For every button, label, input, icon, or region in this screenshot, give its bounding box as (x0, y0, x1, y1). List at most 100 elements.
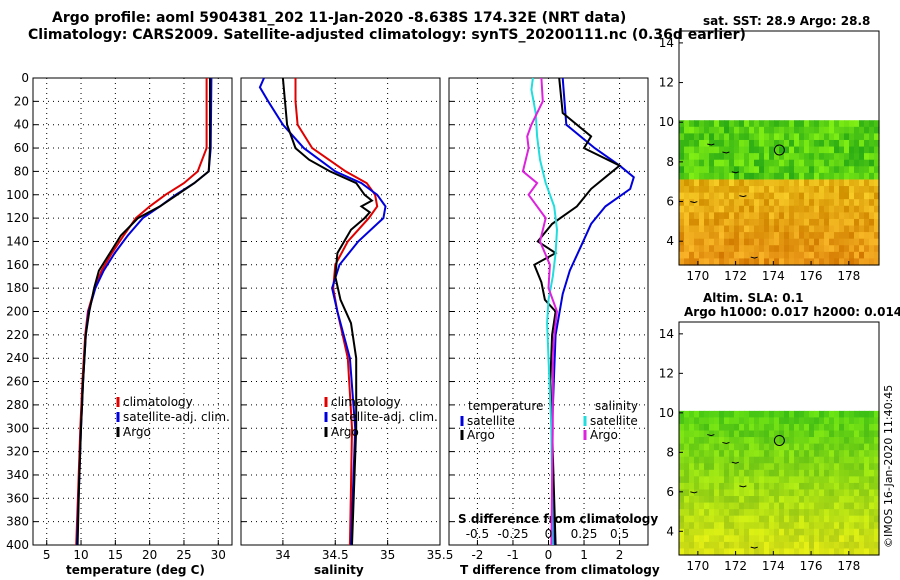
map-cell (764, 166, 770, 174)
map-cell (829, 192, 835, 200)
map-cell (704, 456, 710, 464)
map-cell (709, 245, 715, 253)
map-cell (809, 212, 815, 220)
map-cell (849, 430, 855, 438)
map-cell (759, 186, 765, 194)
map-cell (694, 205, 700, 213)
map-cell (714, 133, 720, 141)
map-cell (784, 496, 790, 504)
map-cell (779, 133, 785, 141)
map-cell (814, 443, 820, 451)
map-cell (809, 463, 815, 471)
map-cell (794, 463, 800, 471)
map-cell (874, 120, 880, 128)
temperature-xlabel: temperature (deg C) (66, 563, 205, 577)
map-cell (769, 423, 775, 432)
map-cell (784, 251, 790, 260)
map-cell (779, 153, 785, 161)
map-cell (719, 120, 725, 128)
map-cell (739, 509, 745, 517)
map-cell (774, 225, 780, 233)
map-cell (769, 159, 775, 167)
map-cell (769, 482, 775, 491)
map-cell (694, 225, 700, 233)
map-cell (734, 199, 740, 207)
map-cell (874, 139, 880, 148)
map-cell (754, 199, 760, 207)
map-cell (694, 417, 700, 425)
map-cell (719, 535, 725, 543)
map-cell (739, 528, 745, 536)
map-cell (854, 417, 860, 425)
y-tick-label: 20 (14, 94, 29, 108)
map-cell (824, 423, 830, 432)
map-cell (859, 463, 865, 471)
map-cell (829, 443, 835, 451)
map-cell (779, 199, 785, 207)
map-cell (744, 469, 750, 477)
map-cell (679, 496, 685, 504)
map-cell (744, 423, 750, 432)
map-cell (764, 535, 770, 543)
map-cell (714, 172, 720, 181)
map-cell (704, 258, 710, 266)
map-cell (864, 443, 870, 451)
map-cell (769, 232, 775, 240)
map-cell (839, 139, 845, 148)
map-cell (834, 430, 840, 438)
map-cell (839, 502, 845, 510)
map-cell (769, 218, 775, 227)
map-cell (804, 238, 810, 246)
map-cell (824, 245, 830, 253)
map-cell (804, 522, 810, 530)
map-cell (769, 502, 775, 510)
map-cell (694, 509, 700, 517)
map-cell (819, 172, 825, 181)
map-cell (744, 192, 750, 200)
map-cell (724, 258, 730, 266)
map-cell (744, 251, 750, 260)
map-cell (839, 541, 845, 550)
map-cell (854, 205, 860, 213)
map-cell (799, 417, 805, 425)
map-cell (714, 541, 720, 550)
map-cell (834, 482, 840, 491)
map-cell (789, 522, 795, 530)
map-cell (829, 535, 835, 543)
map-cell (869, 258, 875, 266)
map-cell (699, 199, 705, 207)
legend-label: satellite-adj. clim. (331, 410, 438, 424)
map-cell (869, 522, 875, 530)
map-cell (729, 417, 735, 425)
map-cell (714, 199, 720, 207)
map-cell (834, 212, 840, 220)
map-cell (739, 476, 745, 484)
map-cell (859, 482, 865, 491)
map-cell (689, 423, 695, 432)
map-cell (784, 476, 790, 484)
map-cell (834, 423, 840, 432)
island-outline (690, 491, 698, 494)
map-cell (754, 225, 760, 233)
map-cell (854, 166, 860, 174)
map-cell (859, 535, 865, 543)
map-cell (809, 482, 815, 491)
map-cell (774, 417, 780, 425)
x-tick-label: 10 (73, 548, 88, 562)
map-cell (794, 232, 800, 240)
map-cell (789, 456, 795, 464)
map-cell (679, 450, 685, 458)
map-cell (859, 469, 865, 477)
map-cell (689, 238, 695, 246)
map-cell (839, 205, 845, 213)
map-cell (744, 443, 750, 451)
map-cell (829, 502, 835, 510)
map-cell (864, 126, 870, 134)
map-cell (794, 535, 800, 543)
map-cell (864, 509, 870, 517)
map-cell (734, 258, 740, 266)
map-cell (779, 502, 785, 510)
map-cell (869, 199, 875, 207)
map-cell (704, 245, 710, 253)
map-cell (794, 186, 800, 194)
